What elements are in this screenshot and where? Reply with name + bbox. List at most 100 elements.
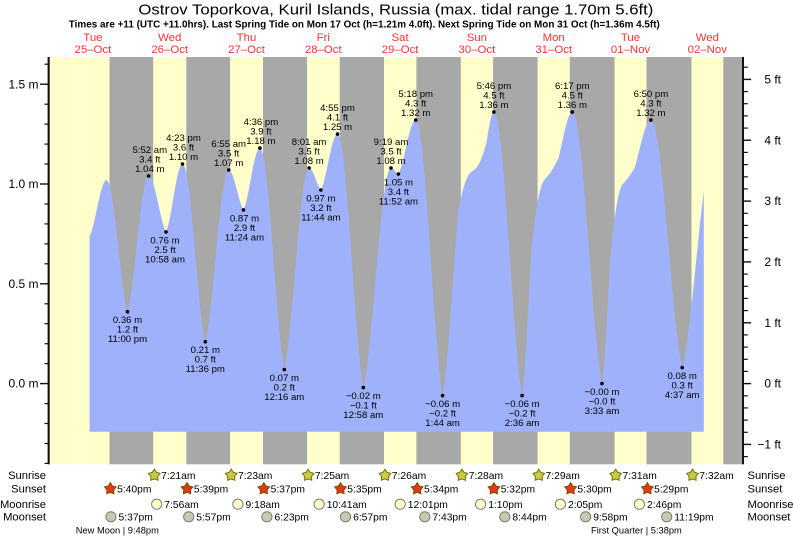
svg-text:10:58 am: 10:58 am	[145, 254, 185, 265]
svg-text:26–Oct: 26–Oct	[151, 44, 189, 56]
svg-text:5:40pm: 5:40pm	[117, 485, 151, 496]
svg-text:3.4 ft: 3.4 ft	[388, 187, 410, 198]
svg-text:0.87 m: 0.87 m	[230, 213, 259, 224]
svg-text:Sunset: Sunset	[11, 484, 47, 496]
svg-text:4.3 ft: 4.3 ft	[405, 98, 427, 109]
svg-text:7:21am: 7:21am	[161, 471, 195, 482]
svg-text:0.0 m: 0.0 m	[8, 377, 38, 391]
svg-text:Fri: Fri	[317, 32, 330, 44]
svg-text:4:37 am: 4:37 am	[665, 390, 700, 401]
svg-text:7:25am: 7:25am	[315, 471, 349, 482]
svg-text:1.32 m: 1.32 m	[401, 108, 430, 119]
svg-text:−0.02 m: −0.02 m	[346, 391, 381, 402]
svg-text:10:41am: 10:41am	[327, 500, 367, 511]
svg-text:3:33 am: 3:33 am	[585, 406, 620, 417]
svg-text:0.07 m: 0.07 m	[270, 373, 299, 384]
svg-text:5:34pm: 5:34pm	[424, 485, 458, 496]
svg-text:7:29am: 7:29am	[546, 471, 580, 482]
svg-text:5:52 am: 5:52 am	[132, 145, 167, 156]
svg-text:1.32 m: 1.32 m	[636, 108, 665, 119]
svg-text:12:16 am: 12:16 am	[264, 392, 304, 403]
svg-text:Tue: Tue	[621, 32, 640, 44]
svg-text:7:28am: 7:28am	[469, 471, 503, 482]
svg-text:0.21 m: 0.21 m	[191, 345, 220, 356]
svg-text:1.36 m: 1.36 m	[558, 100, 587, 111]
svg-text:4:55 pm: 4:55 pm	[320, 103, 355, 114]
svg-text:2:05pm: 2:05pm	[568, 500, 602, 511]
svg-text:6:50 pm: 6:50 pm	[634, 89, 669, 100]
svg-text:3.9 ft: 3.9 ft	[250, 126, 272, 137]
svg-text:7:26am: 7:26am	[392, 471, 426, 482]
svg-text:Moonrise: Moonrise	[0, 499, 46, 511]
svg-text:6:23pm: 6:23pm	[275, 513, 309, 524]
svg-text:9:18am: 9:18am	[246, 500, 280, 511]
svg-text:2:36 am: 2:36 am	[505, 418, 540, 429]
svg-text:Wed: Wed	[696, 32, 719, 44]
svg-text:31–Oct: 31–Oct	[535, 44, 573, 56]
svg-text:5:37pm: 5:37pm	[119, 513, 153, 524]
svg-text:New Moon | 9:48pm: New Moon | 9:48pm	[76, 526, 159, 536]
svg-text:9:19 am: 9:19 am	[374, 137, 409, 148]
svg-text:11:52 am: 11:52 am	[379, 197, 418, 208]
svg-text:4.3 ft: 4.3 ft	[640, 98, 662, 109]
svg-text:3.6 ft: 3.6 ft	[173, 142, 195, 153]
svg-text:Sunrise: Sunrise	[8, 470, 46, 482]
svg-text:Moonset: Moonset	[748, 512, 792, 524]
svg-text:0.3 ft: 0.3 ft	[672, 381, 694, 392]
svg-text:−0.00 m: −0.00 m	[585, 387, 620, 398]
svg-text:2.5 ft: 2.5 ft	[154, 245, 176, 256]
svg-text:7:32am: 7:32am	[699, 471, 733, 482]
svg-text:9:58pm: 9:58pm	[593, 513, 627, 524]
svg-text:1.0 m: 1.0 m	[8, 177, 38, 191]
svg-text:5:30pm: 5:30pm	[577, 485, 611, 496]
svg-text:0.97 m: 0.97 m	[306, 194, 335, 205]
svg-text:Mon: Mon	[543, 32, 565, 44]
svg-text:−0.2 ft: −0.2 ft	[429, 409, 456, 420]
svg-text:−1 ft: −1 ft	[757, 438, 781, 452]
svg-text:1:10pm: 1:10pm	[488, 500, 522, 511]
svg-text:11:44 am: 11:44 am	[301, 213, 340, 224]
svg-text:11:00 pm: 11:00 pm	[108, 334, 147, 345]
svg-text:6:57pm: 6:57pm	[353, 513, 387, 524]
svg-text:−0.06 m: −0.06 m	[425, 399, 460, 410]
svg-text:0.08 m: 0.08 m	[668, 371, 697, 382]
svg-text:Sunrise: Sunrise	[748, 470, 786, 482]
svg-text:4:36 pm: 4:36 pm	[244, 117, 279, 128]
svg-text:5:57pm: 5:57pm	[196, 513, 230, 524]
svg-text:Sun: Sun	[467, 32, 487, 44]
svg-text:5:18 pm: 5:18 pm	[398, 89, 433, 100]
svg-text:−0.1 ft: −0.1 ft	[350, 401, 377, 412]
svg-text:−0.2 ft: −0.2 ft	[509, 409, 536, 420]
svg-text:0.2 ft: 0.2 ft	[274, 383, 296, 394]
svg-text:5:32pm: 5:32pm	[501, 485, 535, 496]
svg-text:29–Oct: 29–Oct	[382, 44, 420, 56]
svg-text:1.36 m: 1.36 m	[479, 100, 508, 111]
svg-text:02–Nov: 02–Nov	[688, 44, 728, 56]
svg-text:1 ft: 1 ft	[764, 316, 781, 330]
svg-text:Moonrise: Moonrise	[748, 499, 793, 511]
svg-text:5:37pm: 5:37pm	[271, 485, 305, 496]
svg-text:Ostrov Toporkova, Kuril Island: Ostrov Toporkova, Kuril Islands, Russia …	[138, 1, 653, 18]
svg-text:3.2 ft: 3.2 ft	[310, 203, 332, 214]
svg-text:Sunset: Sunset	[748, 484, 784, 496]
svg-text:2 ft: 2 ft	[764, 255, 781, 269]
svg-text:2.9 ft: 2.9 ft	[234, 223, 256, 234]
svg-text:6:17 pm: 6:17 pm	[555, 81, 590, 92]
svg-text:First Quarter | 5:38pm: First Quarter | 5:38pm	[591, 526, 682, 536]
svg-text:−0.06 m: −0.06 m	[505, 399, 540, 410]
svg-text:7:23am: 7:23am	[238, 471, 272, 482]
svg-text:5:35pm: 5:35pm	[347, 485, 381, 496]
svg-text:0.36 m: 0.36 m	[113, 315, 142, 326]
svg-text:11:36 pm: 11:36 pm	[186, 364, 225, 375]
svg-text:4.5 ft: 4.5 ft	[562, 90, 584, 101]
svg-text:5:29pm: 5:29pm	[654, 485, 688, 496]
svg-text:1.07 m: 1.07 m	[214, 158, 243, 169]
svg-text:1:44 am: 1:44 am	[425, 418, 460, 429]
svg-text:12:01pm: 12:01pm	[408, 500, 448, 511]
svg-text:3 ft: 3 ft	[764, 194, 781, 208]
svg-text:27–Oct: 27–Oct	[228, 44, 266, 56]
svg-text:−0.0 ft: −0.0 ft	[589, 397, 616, 408]
svg-text:1.25 m: 1.25 m	[323, 122, 352, 133]
svg-text:5 ft: 5 ft	[764, 73, 781, 87]
svg-text:0.7 ft: 0.7 ft	[195, 355, 217, 366]
